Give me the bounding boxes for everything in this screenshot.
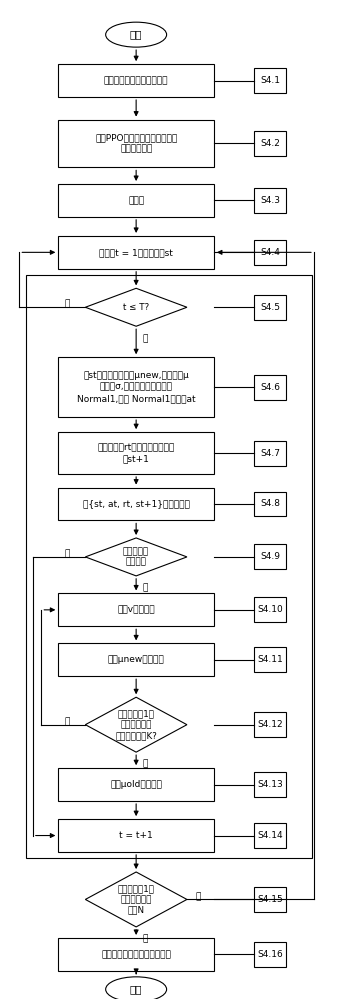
Text: S4.9: S4.9 — [260, 552, 280, 561]
Text: 构建马尔可夫决策过程模型: 构建马尔可夫决策过程模型 — [104, 76, 168, 85]
Text: 判断记忆库
是否存满: 判断记忆库 是否存满 — [123, 547, 149, 567]
Text: S4.16: S4.16 — [257, 950, 283, 959]
Text: S4.6: S4.6 — [260, 383, 280, 392]
Text: 是: 是 — [143, 759, 148, 768]
Text: 计数器增加1，
并判断计数值
是否达到阈值K?: 计数器增加1， 并判断计数值 是否达到阈值K? — [115, 709, 157, 740]
Text: S4.5: S4.5 — [260, 303, 280, 312]
Text: S4.11: S4.11 — [257, 655, 283, 664]
Text: 更新μnew网络参数: 更新μnew网络参数 — [108, 655, 165, 664]
Text: 迭代次数加1，
并判断其是否
大于N: 迭代次数加1， 并判断其是否 大于N — [118, 884, 155, 915]
Text: 停止迭代并输出神经网络参数: 停止迭代并输出神经网络参数 — [101, 950, 171, 959]
Text: S4.12: S4.12 — [257, 720, 283, 729]
Text: S4.14: S4.14 — [257, 831, 283, 840]
Text: 否: 否 — [64, 300, 69, 309]
Text: 将st输入至动作网络μnew,输出均值μ
和方差σ,得到动作的正态分布
Normal1,采样 Normal1得动作at: 将st输入至动作网络μnew,输出均值μ 和方差σ,得到动作的正态分布 Norm… — [77, 371, 196, 403]
Text: S4.7: S4.7 — [260, 449, 280, 458]
Text: 计算奖励值rt和下一个时刻的状
态st+1: 计算奖励值rt和下一个时刻的状 态st+1 — [98, 443, 175, 463]
Text: t = t+1: t = t+1 — [119, 831, 153, 840]
Text: 否: 否 — [195, 892, 201, 901]
Text: S4.1: S4.1 — [260, 76, 280, 85]
Text: 否: 否 — [64, 549, 69, 558]
Text: 初始化: 初始化 — [128, 196, 144, 205]
Text: S4.2: S4.2 — [260, 139, 280, 148]
Text: 结束: 结束 — [130, 984, 142, 994]
Text: S4.8: S4.8 — [260, 499, 280, 508]
Text: S4.4: S4.4 — [260, 248, 280, 257]
Text: 复位令t = 1并获取状态st: 复位令t = 1并获取状态st — [99, 248, 173, 257]
Text: 将{st, at, rt, st+1}存入记忆库: 将{st, at, rt, st+1}存入记忆库 — [83, 499, 190, 508]
Text: 更新μold网络参数: 更新μold网络参数 — [110, 780, 162, 789]
Text: S4.10: S4.10 — [257, 605, 283, 614]
Text: 否: 否 — [64, 717, 69, 726]
Text: 是: 是 — [143, 934, 148, 943]
Text: 更新v网络参数: 更新v网络参数 — [117, 605, 155, 614]
Text: 开始: 开始 — [130, 30, 142, 40]
Text: S4.13: S4.13 — [257, 780, 283, 789]
Text: 是: 是 — [143, 583, 148, 592]
Text: 是: 是 — [143, 334, 148, 343]
Text: S4.3: S4.3 — [260, 196, 280, 205]
Text: S4.15: S4.15 — [257, 895, 283, 904]
Text: t ≤ T?: t ≤ T? — [123, 303, 149, 312]
Text: 构建PPO算法所需的三个结构相
同的神经网络: 构建PPO算法所需的三个结构相 同的神经网络 — [95, 133, 177, 154]
